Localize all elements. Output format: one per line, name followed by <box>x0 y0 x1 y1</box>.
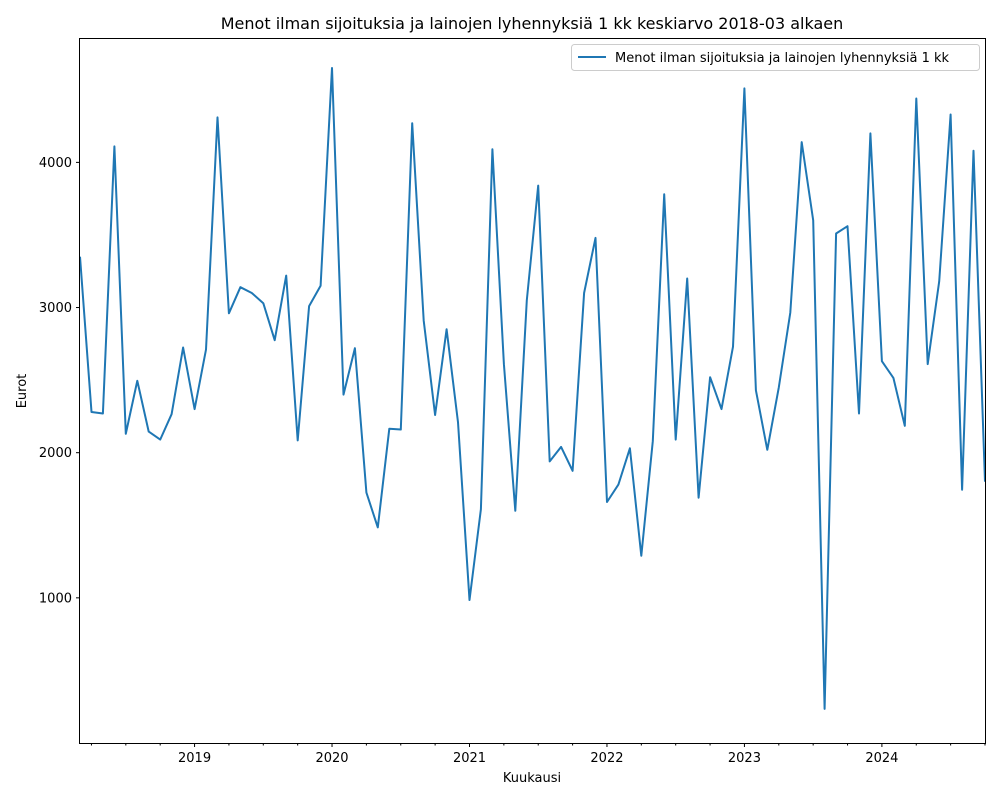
legend-box <box>571 44 980 71</box>
plot-frame <box>79 38 986 744</box>
y-tick-label: 2000 <box>39 446 72 461</box>
y-tick-label: 1000 <box>39 591 72 606</box>
y-tick-label: 4000 <box>39 156 72 171</box>
y-axis-ticks: 1000 2000 3000 4000 <box>39 156 80 606</box>
y-tick-label: 3000 <box>39 301 72 316</box>
x-tick-label: 2019 <box>178 751 211 766</box>
x-tick-label: 2023 <box>728 751 761 766</box>
y-axis-label: Eurot <box>15 374 30 409</box>
legend: Menot ilman sijoituksia ja lainojen lyhe… <box>571 44 980 71</box>
chart-title: Menot ilman sijoituksia ja lainojen lyhe… <box>221 14 843 33</box>
x-tick-label: 2021 <box>453 751 486 766</box>
legend-label: Menot ilman sijoituksia ja lainojen lyhe… <box>615 51 950 66</box>
x-axis-ticks: 2019 2020 2021 2022 2023 2024 <box>90 743 986 766</box>
x-tick-label: 2022 <box>590 751 623 766</box>
x-tick-label: 2020 <box>315 751 348 766</box>
series-line <box>79 67 986 710</box>
x-tick-label: 2024 <box>865 751 898 766</box>
x-axis-label: Kuukausi <box>503 771 561 786</box>
